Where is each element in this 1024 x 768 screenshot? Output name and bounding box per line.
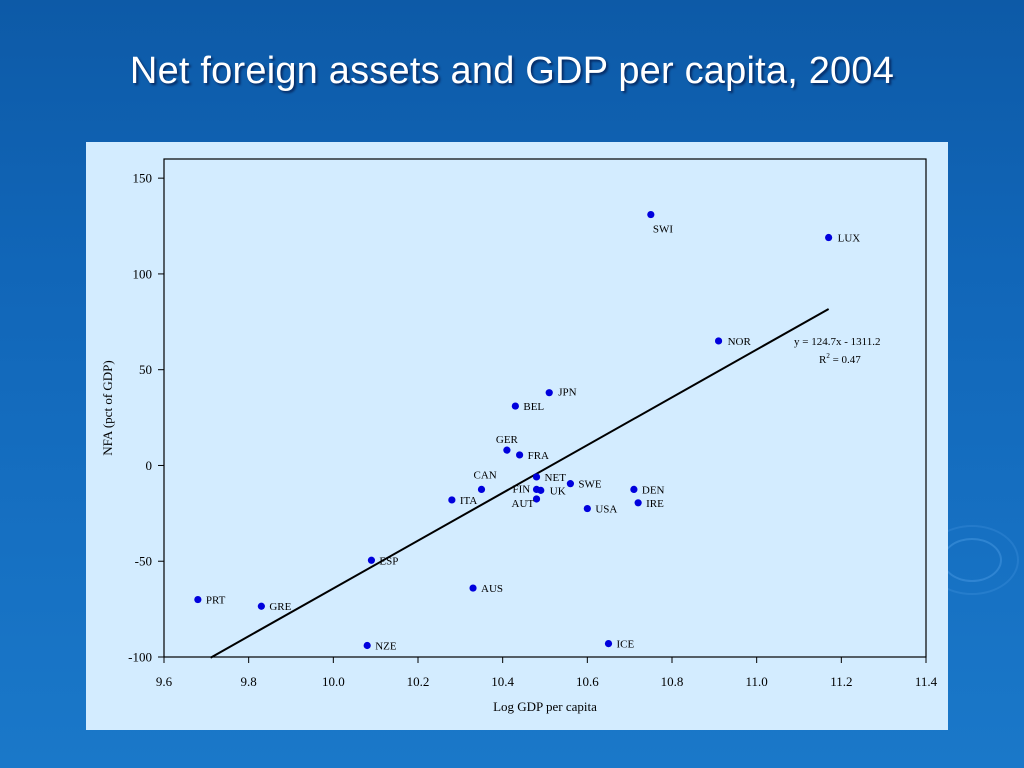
point-label: USA [595, 504, 617, 516]
x-tick-label: 9.6 [156, 674, 173, 689]
point-label: SWE [578, 479, 602, 491]
data-point-gre [257, 602, 265, 610]
x-tick-label: 9.8 [241, 674, 257, 689]
scatter-chart: 150 100 50 0 -50 -100 9.6 9.8 10.0 10.2 10.4 10.6 1… [100, 158, 938, 714]
point-label: IRE [646, 498, 664, 510]
chart-panel: 150 100 50 0 -50 -100 9.6 9.8 10.0 10.2 10.4 10.6 1… [86, 142, 948, 730]
y-tick-label: -100 [128, 650, 152, 665]
point-label: NOR [728, 336, 752, 348]
point-label: FRA [528, 450, 549, 462]
point-label: SWI [653, 224, 674, 236]
point-label: GER [496, 434, 519, 446]
x-tick-label: 11.2 [830, 674, 852, 689]
point-label: ESP [379, 555, 398, 567]
x-axis-ticks: 9.6 9.8 10.0 10.2 10.4 10.6 10.8 11.0 11.2 11.4 [156, 657, 938, 689]
x-tick-label: 10.4 [491, 674, 514, 689]
data-point-bel [511, 402, 519, 410]
data-point-nze [363, 641, 371, 650]
point-label: UK [550, 485, 566, 497]
plot-area [163, 158, 927, 658]
y-tick-label: 150 [133, 171, 153, 186]
point-label: NZE [375, 641, 397, 653]
data-point-aus [469, 584, 477, 592]
data-point-net [532, 473, 541, 481]
data-point-can [477, 485, 486, 494]
data-point-swi [647, 210, 655, 219]
y-tick-label: 0 [146, 458, 153, 473]
point-label: AUT [512, 498, 535, 510]
data-points: SWI LUX NOR JPN BEL GER FRA NET CAN FIN UK AUT SWE IT… [194, 210, 861, 653]
point-label: NET [545, 472, 567, 484]
data-point-lux [825, 233, 833, 242]
x-tick-label: 10.6 [576, 674, 599, 689]
trendline [210, 308, 830, 659]
y-axis-ticks: 150 100 50 0 -50 -100 [128, 171, 164, 665]
point-label: CAN [474, 469, 497, 481]
x-tick-label: 10.2 [407, 674, 430, 689]
point-label: FIN [513, 483, 531, 495]
data-point-esp [367, 556, 376, 564]
x-axis-label: Log GDP per capita [493, 699, 597, 714]
point-label: ICE [617, 639, 635, 651]
data-point-aut [532, 495, 541, 503]
slide-title: Net foreign assets and GDP per capita, 2… [129, 50, 895, 92]
x-tick-label: 11.0 [746, 674, 768, 689]
data-point-prt [194, 595, 202, 604]
point-label: JPN [558, 387, 576, 399]
x-tick-label: 11.4 [915, 674, 938, 689]
data-point-usa [583, 504, 591, 513]
point-label: BEL [523, 401, 544, 413]
r-squared: R2 = 0.47 [819, 352, 861, 366]
data-point-ita [448, 496, 456, 504]
data-point-ice [604, 639, 613, 648]
x-tick-label: 10.0 [322, 674, 345, 689]
point-label: LUX [838, 233, 861, 245]
y-tick-label: 50 [139, 362, 152, 377]
point-label: ITA [460, 495, 478, 507]
data-point-fra [516, 451, 524, 459]
point-label: GRE [269, 601, 291, 613]
point-label: AUS [481, 583, 503, 595]
data-point-swe [566, 480, 574, 488]
point-label: PRT [206, 595, 226, 607]
data-point-ire [634, 499, 642, 507]
y-tick-label: -50 [135, 554, 152, 569]
y-axis-label: NFA (pct of GDP) [100, 360, 115, 455]
data-point-jpn [545, 389, 553, 397]
data-point-den [630, 485, 638, 494]
regression-equation: y = 124.7x - 1311.2 [794, 336, 880, 348]
y-tick-label: 100 [133, 266, 153, 281]
point-label: DEN [642, 484, 665, 496]
data-point-nor [714, 337, 723, 345]
x-tick-label: 10.8 [661, 674, 684, 689]
data-point-uk [537, 486, 545, 494]
data-point-ger [503, 446, 511, 454]
